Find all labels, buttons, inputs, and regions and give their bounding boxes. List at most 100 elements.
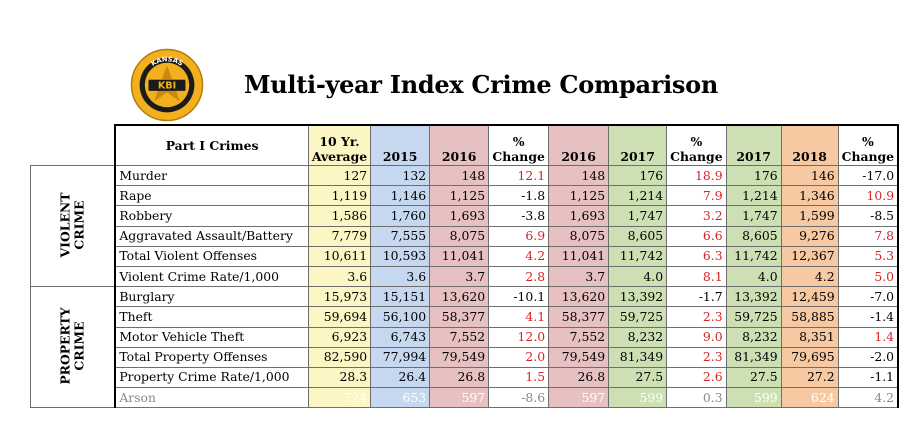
crime-name-cell: Property Crime Rate/1,000 (114, 366, 309, 389)
table-row: Total Property Offenses 82,590 77,994 79,54… (31, 346, 900, 368)
value-2015-cell: 10,593 (370, 245, 431, 267)
crime-name-cell: Arson (114, 387, 309, 409)
table-row: Rape 1,119 1,146 1,125 -1.8 1,125 1,214 7.9 1,21… (31, 185, 900, 207)
value-2018-cell: 624 (780, 387, 839, 409)
pct-change-cell: -2.0 (837, 346, 900, 368)
pct-change-cell: 18.9 (666, 164, 727, 187)
pct-change-cell: 2.3 (666, 346, 727, 368)
value-2017-cell: 13,392 (608, 286, 668, 308)
violent-crime-group-text: VIOLENT CRIME (57, 192, 87, 258)
avg-cell: 1,119 (307, 185, 372, 207)
value-2017-cell: 4.0 (608, 265, 668, 288)
pct-change-cell: 2.0 (488, 346, 550, 368)
value-2016-cell: 1,693 (548, 205, 610, 227)
property-crime-group-text: PROPERTY CRIME (57, 307, 87, 385)
value-2017-cell: 176 (725, 164, 782, 187)
avg-cell: 59,694 (307, 306, 372, 328)
table-row: Aggravated Assault/Battery 7,779 7,555 8,07… (31, 225, 900, 247)
value-2018-cell: 27.2 (780, 366, 839, 389)
pct-change-cell: 10.9 (837, 185, 900, 207)
property-crime-group-label: PROPERTY CRIME (30, 286, 116, 409)
value-2018-cell: 9,276 (780, 225, 839, 247)
value-2017-cell: 81,349 (725, 346, 782, 368)
avg-cell: 6,923 (307, 326, 372, 348)
value-2017-cell: 599 (725, 387, 782, 409)
table-row: Property Crime Rate/1,000 28.3 26.4 26.8 1.5… (31, 366, 900, 389)
pct-change-cell: 12.1 (488, 164, 550, 187)
avg-cell: 10,611 (307, 245, 372, 267)
value-2017-cell: 1,214 (608, 185, 668, 207)
value-2016-cell: 8,075 (548, 225, 610, 247)
crime-name-cell: Total Violent Offenses (114, 245, 309, 267)
value-2015-cell: 15,151 (370, 286, 431, 308)
value-2016-cell: 3.7 (548, 265, 610, 288)
pct-change-cell: 7.8 (837, 225, 900, 247)
avg-cell: 28.3 (307, 366, 372, 389)
table-row: PROPERTY CRIME Burglary 15,973 15,151 13,620-… (30, 286, 900, 409)
value-2016-cell: 8,075 (429, 225, 490, 247)
crime-name-cell: Rape (114, 185, 309, 207)
pct-change-cell: -3.8 (488, 205, 550, 227)
crime-name-cell: Motor Vehicle Theft (114, 326, 309, 348)
value-2017-cell: 8,605 (608, 225, 668, 247)
value-2018-cell: 12,367 (780, 245, 839, 267)
header-part-i-crimes: Part I Crimes (114, 124, 309, 166)
value-2016-cell: 1,125 (429, 185, 490, 207)
table-row: Motor Vehicle Theft 6,923 6,743 7,552 12.0 7,… (31, 326, 900, 348)
avg-cell: 7,779 (307, 225, 372, 247)
value-2016-cell: 597 (429, 387, 490, 409)
value-2015-cell: 1,146 (370, 185, 431, 207)
header-pct-change-1: % Change (488, 124, 550, 166)
value-2017-cell: 8,605 (725, 225, 782, 247)
pct-change-cell: 2.3 (666, 306, 727, 328)
pct-change-cell: 2.8 (488, 265, 550, 288)
value-2017-cell: 27.5 (608, 366, 668, 389)
pct-change-cell: -1.7 (666, 286, 727, 308)
value-2015-cell: 6,743 (370, 326, 431, 348)
value-2015-cell: 77,994 (370, 346, 431, 368)
value-2018-cell: 12,459 (780, 286, 839, 308)
value-2015-cell: 132 (370, 164, 431, 187)
crime-name-cell: Murder (114, 164, 309, 187)
value-2018-cell: 79,695 (780, 346, 839, 368)
pct-change-cell: -1.8 (488, 185, 550, 207)
pct-change-cell: -1.1 (837, 366, 900, 389)
pct-change-cell: 6.6 (666, 225, 727, 247)
pct-change-cell: -7.0 (837, 286, 900, 308)
value-2017-cell: 8,232 (725, 326, 782, 348)
table-row: Total Violent Offenses 10,611 10,593 11,041… (31, 245, 900, 267)
header-2015: 2015 (370, 124, 431, 166)
pct-change-cell: 7.9 (666, 185, 727, 207)
value-2017-cell: 1,214 (725, 185, 782, 207)
header-pct-change-3: % Change (837, 124, 900, 166)
avg-cell: 15,973 (307, 286, 372, 308)
violent-crime-group-label: VIOLENT CRIME (30, 164, 116, 288)
svg-text:KANSAS: KANSAS (150, 55, 185, 68)
value-2018-cell: 146 (780, 164, 839, 187)
value-2016-cell: 79,549 (429, 346, 490, 368)
pct-change-cell: -1.4 (837, 306, 900, 328)
value-2017-cell: 81,349 (608, 346, 668, 368)
header-pct2-line1: % (690, 134, 703, 149)
value-2015-cell: 1,760 (370, 205, 431, 227)
pct-change-cell: 0.3 (666, 387, 727, 409)
avg-cell: 724 (307, 387, 372, 409)
pct-change-cell: -8.5 (837, 205, 900, 227)
pct-change-cell: 9.0 (666, 326, 727, 348)
value-2016-cell: 26.8 (548, 366, 610, 389)
header-avg-line1: 10 Yr. (319, 134, 360, 149)
value-2016-cell: 1,693 (429, 205, 490, 227)
pct-change-cell: 6.9 (488, 225, 550, 247)
value-2016-cell: 7,552 (548, 326, 610, 348)
pct-change-cell: 4.2 (488, 245, 550, 267)
header-2016-b: 2016 (548, 124, 610, 166)
value-2016-cell: 13,620 (429, 286, 490, 308)
value-2017-cell: 1,747 (725, 205, 782, 227)
value-2017-cell: 176 (608, 164, 668, 187)
table-row: VIOLENT CRIME Murder 127 132 148 12.1 148 176 18.… (30, 164, 900, 288)
value-2016-cell: 11,041 (429, 245, 490, 267)
pct-change-cell: 2.6 (666, 366, 727, 389)
pct-change-cell: 1.4 (837, 326, 900, 348)
pct-change-cell: -10.1 (488, 286, 550, 308)
value-2016-cell: 26.8 (429, 366, 490, 389)
